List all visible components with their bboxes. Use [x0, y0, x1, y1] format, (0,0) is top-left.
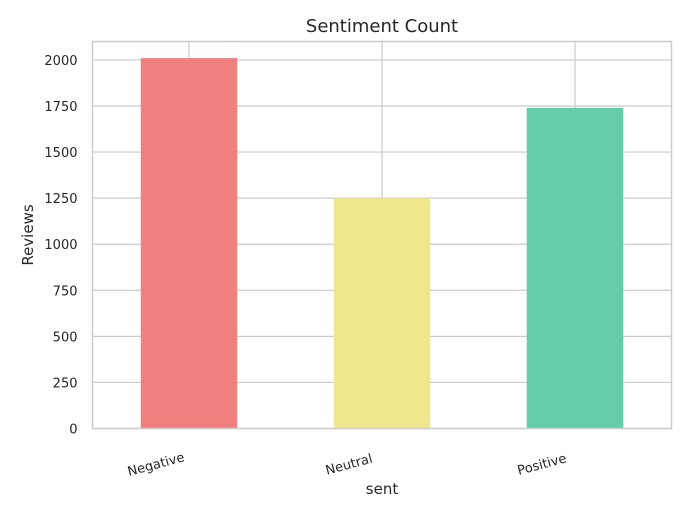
y-axis-title: Reviews — [19, 204, 37, 266]
bar-negative — [140, 58, 238, 429]
bar-positive — [526, 107, 624, 429]
y-tick-label: 0 — [69, 423, 77, 438]
y-tick-label: 2000 — [44, 54, 77, 69]
y-tick-label: 1750 — [44, 100, 77, 115]
y-tick-label: 250 — [53, 376, 78, 391]
y-tick-label: 1250 — [44, 192, 77, 207]
chart-title: Sentiment Count — [306, 16, 458, 37]
x-axis-title: sent — [366, 480, 399, 498]
plot-frame — [91, 40, 673, 430]
y-tick-label: 500 — [53, 330, 78, 345]
y-tick-label: 1500 — [44, 146, 77, 161]
y-tick-labels: 0 250 500 750 1000 1250 1500 1750 2000 — [44, 54, 77, 438]
x-tick-label: Negative — [126, 450, 186, 480]
bars — [140, 58, 624, 429]
y-tick-label: 750 — [53, 284, 78, 299]
y-tick-label: 1000 — [44, 238, 77, 253]
x-tick-label: Neutral — [324, 452, 374, 479]
bar-neutral — [333, 198, 431, 429]
x-tick-labels: Negative Neutral Positive — [126, 450, 568, 480]
x-tick-label: Positive — [516, 451, 568, 478]
